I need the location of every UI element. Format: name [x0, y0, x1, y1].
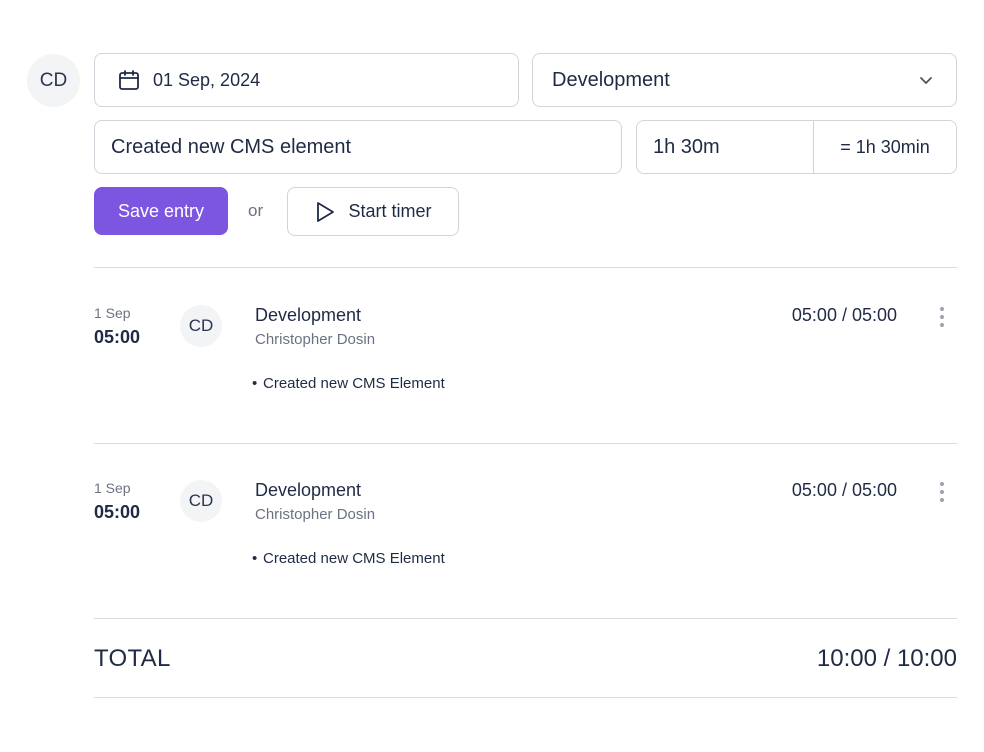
duration-result: = 1h 30min: [840, 136, 930, 157]
duration-value: 1h 30m: [653, 135, 720, 158]
save-entry-button[interactable]: Save entry: [94, 187, 228, 235]
entry-note: Created new CMS Element: [252, 375, 445, 392]
more-options-icon[interactable]: [935, 480, 949, 504]
calendar-icon: [119, 70, 139, 90]
entry-note: Created new CMS Element: [252, 550, 445, 567]
start-timer-button[interactable]: Start timer: [287, 187, 459, 236]
description-input[interactable]: Created new CMS element: [94, 120, 622, 174]
divider: [94, 697, 957, 698]
entry-start-time: 05:00: [94, 502, 141, 522]
or-label: or: [248, 201, 264, 220]
entry-date: 1 Sep: [94, 305, 131, 321]
total-value: 10:00 / 10:00: [816, 645, 957, 672]
entry-row: 1 Sep 05:00 CD Development Christopher D…: [94, 480, 957, 600]
entry-user: Christopher Dosin: [255, 331, 376, 348]
duration-input[interactable]: 1h 30m: [637, 121, 814, 173]
entry-avatar: CD: [180, 305, 222, 347]
entry-hours: 05:00 / 05:00: [791, 480, 897, 500]
category-select[interactable]: Development: [532, 53, 957, 107]
category-value: Development: [552, 68, 670, 91]
more-options-icon[interactable]: [935, 305, 949, 329]
user-avatar: CD: [27, 54, 80, 107]
total-label: TOTAL: [94, 645, 171, 672]
entry-category: Development: [255, 305, 362, 325]
entry-date: 1 Sep: [94, 480, 131, 496]
entry-avatar: CD: [180, 480, 222, 522]
play-icon: [317, 201, 335, 222]
entry-user: Christopher Dosin: [255, 506, 376, 523]
divider: [94, 443, 957, 444]
date-picker[interactable]: 01 Sep, 2024: [94, 53, 519, 107]
entry-row: 1 Sep 05:00 CD Development Christopher D…: [94, 305, 957, 425]
date-value: 01 Sep, 2024: [153, 69, 261, 90]
divider: [94, 618, 957, 619]
duration-field: 1h 30m = 1h 30min: [636, 120, 957, 174]
divider: [94, 267, 957, 268]
entry-hours: 05:00 / 05:00: [791, 305, 897, 325]
chevron-down-icon: [920, 77, 932, 84]
description-value: Created new CMS element: [111, 135, 352, 158]
entry-start-time: 05:00: [94, 327, 141, 347]
start-timer-label: Start timer: [348, 201, 432, 221]
entry-category: Development: [255, 480, 362, 500]
